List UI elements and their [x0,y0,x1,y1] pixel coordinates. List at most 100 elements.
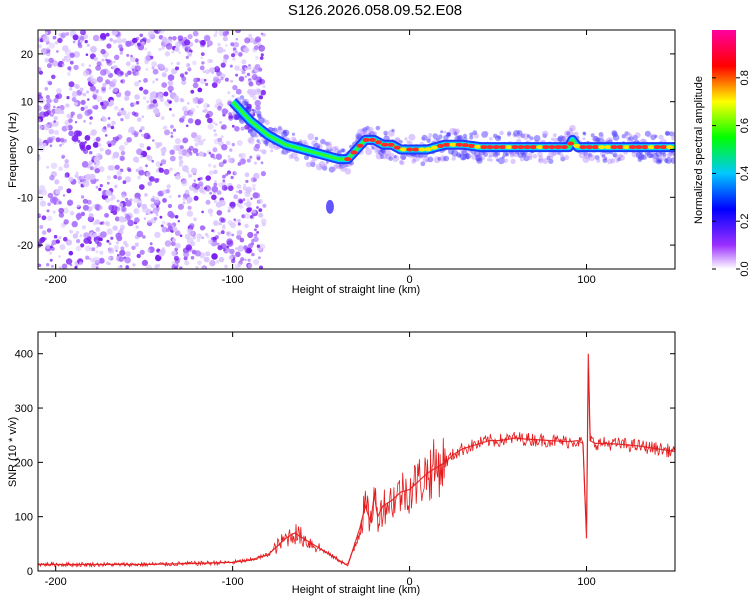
noise-point [248,207,253,211]
noise-point [42,35,50,43]
noise-point [54,179,60,185]
noise-point [125,251,131,257]
track-halo [658,134,664,140]
noise-point [208,151,212,155]
track-halo [578,151,586,159]
noise-point [167,222,172,227]
track-halo [499,130,504,136]
noise-point [91,263,97,269]
noise-point [44,87,49,91]
noise-point [200,52,205,56]
noise-point [105,149,112,156]
track-halo [628,133,633,138]
noise-point [98,143,102,147]
track-halo [404,137,408,141]
noise-point [254,99,261,107]
noise-point [96,61,102,67]
noise-point [110,99,114,104]
noise-point [100,221,105,225]
noise-point [229,248,235,255]
noise-point [101,116,107,123]
noise-point [52,35,57,40]
noise-point [58,185,63,191]
noise-point [58,166,63,171]
track-halo [569,124,576,132]
noise-point [260,171,266,177]
noise-point [235,37,239,41]
y-tick-label: 20 [21,49,33,61]
noise-point [213,199,217,203]
noise-point [124,256,131,264]
noise-point [196,105,199,108]
noise-point [218,256,225,263]
noise-point [226,238,233,245]
noise-point [72,233,79,239]
track-halo [277,125,282,130]
noise-point [85,53,89,56]
noise-point [58,255,61,258]
noise-point [141,203,147,210]
noise-point [244,124,250,130]
noise-point [206,40,213,47]
noise-point [83,119,86,123]
track-halo [624,134,629,139]
noise-point [261,118,267,123]
noise-point [241,70,246,75]
noise-point [170,62,174,65]
track-halo [461,156,466,160]
noise-point [232,84,238,91]
noise-point [41,215,47,221]
noise-point [59,244,66,251]
track-halo [294,156,300,162]
track-halo [568,127,573,133]
noise-point [113,105,119,111]
noise-point [126,53,130,57]
noise-point [228,112,232,116]
track-halo [610,158,616,164]
noise-point [261,149,267,155]
noise-point [161,72,167,78]
noise-point [186,201,191,205]
noise-point [203,256,210,263]
noise-point [240,257,245,262]
noise-point [53,234,58,239]
noise-point [167,203,172,209]
noise-point [224,186,228,190]
track-halo [546,155,551,160]
noise-point [80,63,85,67]
track-halo [513,130,520,137]
track-halo [652,156,660,164]
noise-point [49,174,55,181]
noise-point [259,56,264,60]
noise-point [62,138,67,143]
track-halo [378,149,385,156]
signal-core [418,147,426,152]
track-halo [291,136,296,142]
noise-point [135,101,140,105]
x-tick-label: -200 [45,274,67,286]
noise-point [154,141,158,146]
track-halo [440,130,444,134]
noise-point [155,111,161,117]
noise-point [141,115,145,118]
track-halo [664,130,671,136]
track-halo [305,161,312,168]
track-halo [325,160,329,164]
noise-point [175,41,181,48]
track-halo [660,155,666,161]
noise-point [172,238,177,243]
noise-point [51,74,56,80]
noise-point [105,197,110,203]
noise-point [112,78,117,84]
noise-point [227,91,231,95]
noise-point [99,147,104,152]
noise-point [50,264,54,268]
noise-point [80,243,85,248]
noise-point [173,95,180,102]
noise-point [256,77,260,81]
track-halo [462,133,468,138]
noise-point [213,129,217,133]
noise-point [211,194,217,201]
noise-point [224,264,228,269]
